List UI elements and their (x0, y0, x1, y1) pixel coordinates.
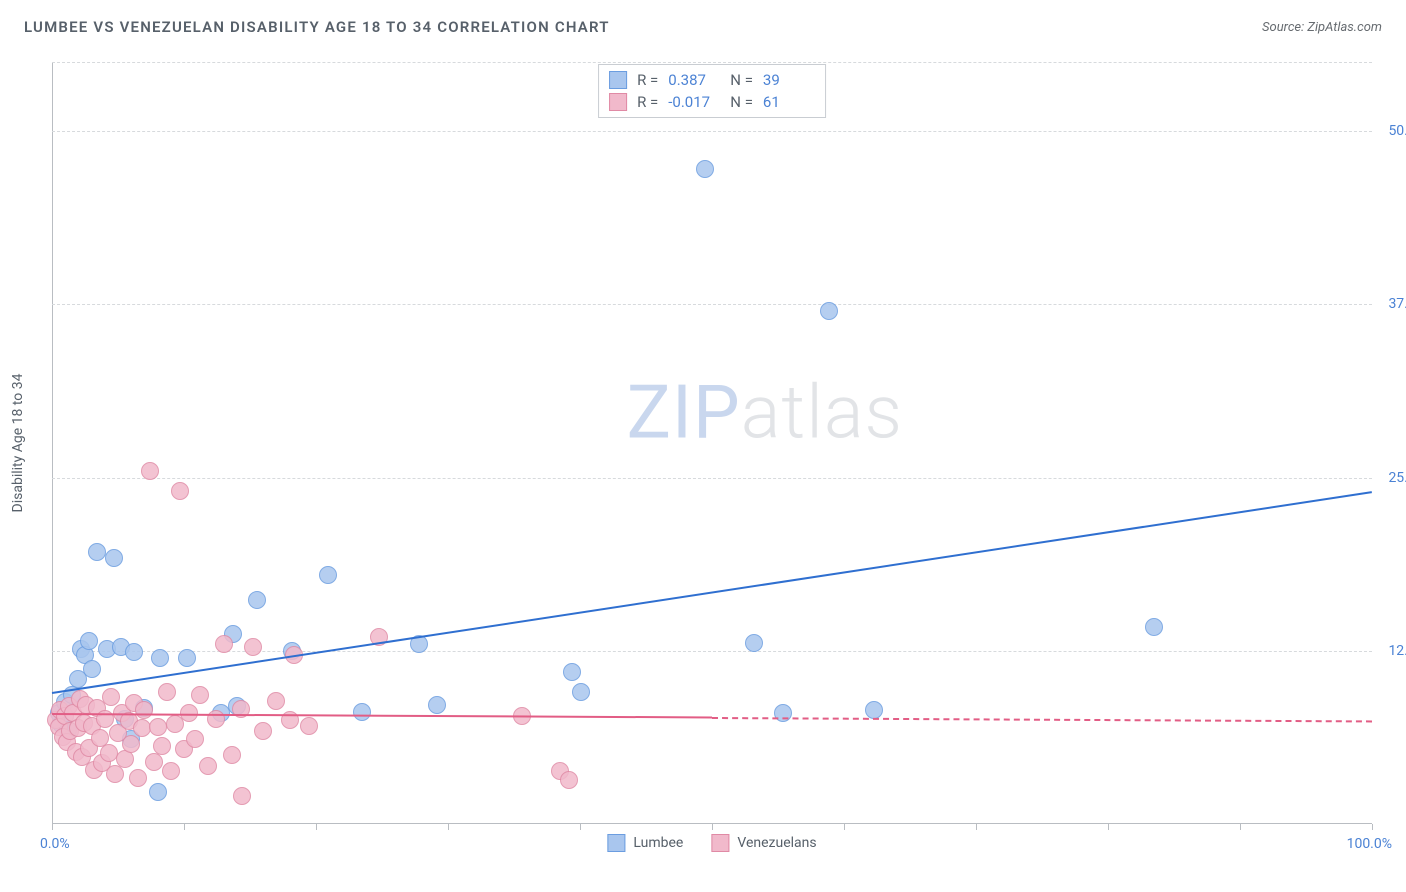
data-point (135, 701, 153, 719)
gridline (52, 131, 1372, 132)
x-tick (844, 824, 845, 830)
swatch-venezuelans (609, 93, 627, 111)
source-attribution: Source: ZipAtlas.com (1262, 20, 1382, 35)
gridline (52, 304, 1372, 305)
data-point (774, 704, 792, 722)
x-tick (52, 824, 53, 830)
legend-item-venezuelans: Venezuelans (711, 834, 816, 852)
swatch-lumbee (607, 834, 625, 852)
gridline (52, 478, 1372, 479)
data-point (572, 683, 590, 701)
chart-header: LUMBEE VS VENEZUELAN DISABILITY AGE 18 T… (0, 0, 1406, 46)
x-tick (448, 824, 449, 830)
data-point (88, 543, 106, 561)
data-point (129, 769, 147, 787)
y-tick-label: 50.0% (1388, 123, 1406, 139)
data-point (254, 722, 272, 740)
x-tick (1108, 824, 1109, 830)
swatch-lumbee (609, 71, 627, 89)
correlation-stats-box: R = 0.387 N = 39 R = -0.017 N = 61 (598, 64, 826, 118)
data-point (122, 735, 140, 753)
data-point (171, 482, 189, 500)
data-point (83, 660, 101, 678)
data-point (162, 762, 180, 780)
data-point (248, 591, 266, 609)
data-point (820, 302, 838, 320)
x-tick (580, 824, 581, 830)
stats-row-lumbee: R = 0.387 N = 39 (609, 69, 815, 91)
legend-item-lumbee: Lumbee (607, 834, 683, 852)
data-point (244, 638, 262, 656)
y-tick-label: 12.5% (1388, 643, 1406, 659)
data-point (151, 649, 169, 667)
data-point (207, 710, 225, 728)
y-tick-label: 25.0% (1388, 470, 1406, 486)
legend: Lumbee Venezuelans (607, 834, 816, 852)
data-point (696, 160, 714, 178)
data-point (319, 566, 337, 584)
data-point (865, 701, 883, 719)
y-axis-label: Disability Age 18 to 34 (10, 374, 26, 513)
plot-box (52, 62, 1372, 824)
data-point (149, 718, 167, 736)
scatter-chart: Disability Age 18 to 34 ZIPatlas R = 0.3… (52, 62, 1372, 824)
data-point (102, 688, 120, 706)
data-point (563, 663, 581, 681)
data-point (353, 703, 371, 721)
chart-title: LUMBEE VS VENEZUELAN DISABILITY AGE 18 T… (24, 18, 610, 36)
data-point (300, 717, 318, 735)
stats-row-venezuelans: R = -0.017 N = 61 (609, 91, 815, 113)
data-point (125, 643, 143, 661)
x-tick (1372, 824, 1373, 830)
data-point (199, 757, 217, 775)
data-point (1145, 618, 1163, 636)
x-axis-max-label: 100.0% (1347, 836, 1392, 852)
data-point (141, 462, 159, 480)
x-tick (184, 824, 185, 830)
data-point (223, 746, 241, 764)
data-point (153, 737, 171, 755)
data-point (105, 549, 123, 567)
y-tick-label: 37.5% (1388, 296, 1406, 312)
data-point (178, 649, 196, 667)
x-tick (1240, 824, 1241, 830)
data-point (215, 635, 233, 653)
data-point (158, 683, 176, 701)
data-point (186, 730, 204, 748)
gridline (52, 62, 1372, 63)
x-tick (316, 824, 317, 830)
x-tick (976, 824, 977, 830)
data-point (560, 771, 578, 789)
data-point (745, 634, 763, 652)
data-point (267, 692, 285, 710)
x-tick (712, 824, 713, 830)
swatch-venezuelans (711, 834, 729, 852)
data-point (106, 765, 124, 783)
x-axis-min-label: 0.0% (40, 836, 70, 852)
data-point (191, 686, 209, 704)
data-point (233, 787, 251, 805)
data-point (428, 696, 446, 714)
data-point (149, 783, 167, 801)
data-point (80, 632, 98, 650)
